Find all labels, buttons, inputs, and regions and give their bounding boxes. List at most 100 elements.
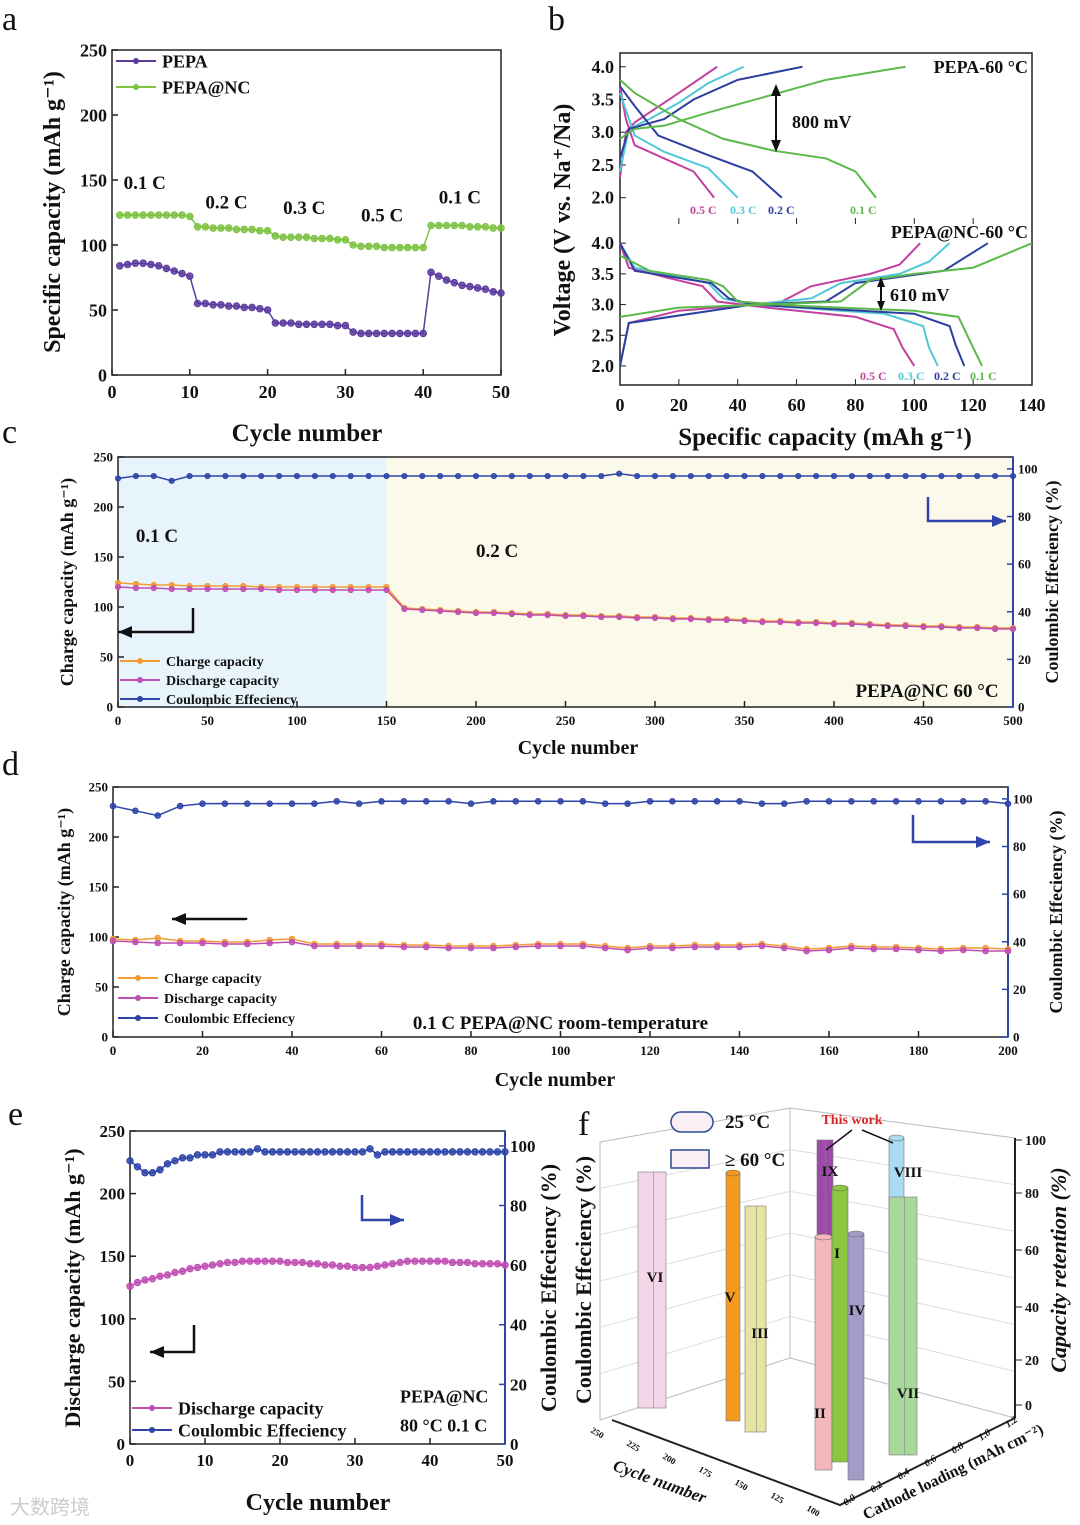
y2-tick-label: 0 [510,1435,519,1454]
data-point [920,472,927,480]
bar-label: II [814,1406,826,1422]
data-point [168,585,175,593]
data-point [380,243,389,252]
left-axis-arrow [118,608,195,634]
x-tick-label: 140 [1019,395,1046,415]
data-point [148,1169,157,1177]
data-point [777,472,784,480]
data-point [1009,472,1017,480]
data-point [171,1157,179,1165]
data-point [437,472,444,480]
data-point [310,320,319,329]
data-point [364,242,373,251]
y2-axis-title: Coulombic Effeciency (%) [1046,811,1067,1014]
panel-a-chart: 0 10 20 30 40 50 0 50 100 150 200 250 PEPA PEPA@NC 0.1… [40,40,510,447]
left-axis-arrow [172,917,248,921]
data-point [357,329,365,338]
data-point [248,303,256,312]
data-point [974,624,981,632]
data-point [201,299,210,308]
x-tick-label: 150 [377,713,397,728]
data-point [193,1151,202,1159]
data-point [466,282,474,291]
charge-curve [619,242,1033,318]
x-axis-title: Cycle number [611,1456,710,1507]
data-point [186,272,194,281]
data-point [478,1260,487,1268]
rate-label: 0.1 C [970,369,997,383]
data-point [1004,800,1012,807]
data-point [866,621,873,629]
data-point [501,1148,509,1156]
data-point [232,302,241,310]
data-point [473,223,482,231]
y-tick-label: 0 [117,1435,126,1454]
data-point [418,1257,427,1265]
y-axis-title: Charge capacity (mAh g⁻¹) [54,808,75,1016]
x-tick-label: 125 [769,1490,786,1506]
data-point [349,328,357,336]
data-point [456,1148,464,1156]
data-point [803,797,810,805]
data-point [154,262,163,270]
data-point [759,618,766,626]
bar-cylinder-top [847,1230,865,1238]
data-point [411,1148,419,1156]
y-tick-label: 200 [100,1185,126,1204]
data-point [646,797,654,805]
data-point [478,1148,487,1156]
data-point [526,472,533,480]
data-point [291,1258,299,1267]
gap-label: 800 mV [792,112,852,132]
data-point [163,1271,172,1279]
data-point [562,612,569,620]
y2-axis-title: Coulombic Effeciency (%) [536,1164,561,1412]
legend-label: Discharge capacity [166,674,279,689]
x-tick-label: 120 [960,395,987,415]
data-point [624,946,631,954]
bar-cylinder-top [814,1233,833,1241]
y-axis-title: Charge capacity (mAh g⁻¹) [57,478,78,686]
data-point [669,615,677,623]
data-point [313,1148,322,1156]
grid-line [599,1149,791,1189]
data-point [176,802,184,810]
z-tick-label: 60 [1025,1244,1039,1259]
x-tick-label: 100 [805,1503,822,1519]
data-point [580,612,587,620]
data-point [170,211,179,219]
data-point [266,800,273,807]
data-point [154,939,162,947]
gap-label: 610 mV [890,285,950,305]
data-point [493,1148,502,1156]
data-point [178,269,186,278]
x-tick-label: 140 [730,1043,750,1058]
data-point [253,1145,262,1153]
legend-marker [133,58,139,64]
data-point [512,797,520,805]
data-point [601,800,609,807]
data-point [156,1166,164,1174]
data-point [378,942,385,950]
x-tick-label: 160 [819,1043,839,1058]
right-axis-arrow-head [992,515,1006,527]
data-point [243,940,251,948]
data-point [489,288,498,296]
data-point [258,472,265,480]
data-point [489,224,498,232]
y-tick-label: 150 [80,170,107,190]
data-point [209,224,217,232]
data-point [419,472,426,480]
data-point [355,942,363,950]
y-axis-title: Discharge capacity (mAh g⁻¹) [60,1148,85,1427]
data-point [333,942,341,950]
bar-label: VI [647,1270,664,1286]
gap-arrow-head [771,140,781,152]
data-point [222,585,229,593]
rate-label: 0.5 C [860,369,887,383]
data-point [329,586,336,594]
data-point [240,472,247,480]
data-point [186,1154,194,1162]
data-point [441,1148,449,1156]
data-point [448,1258,457,1267]
